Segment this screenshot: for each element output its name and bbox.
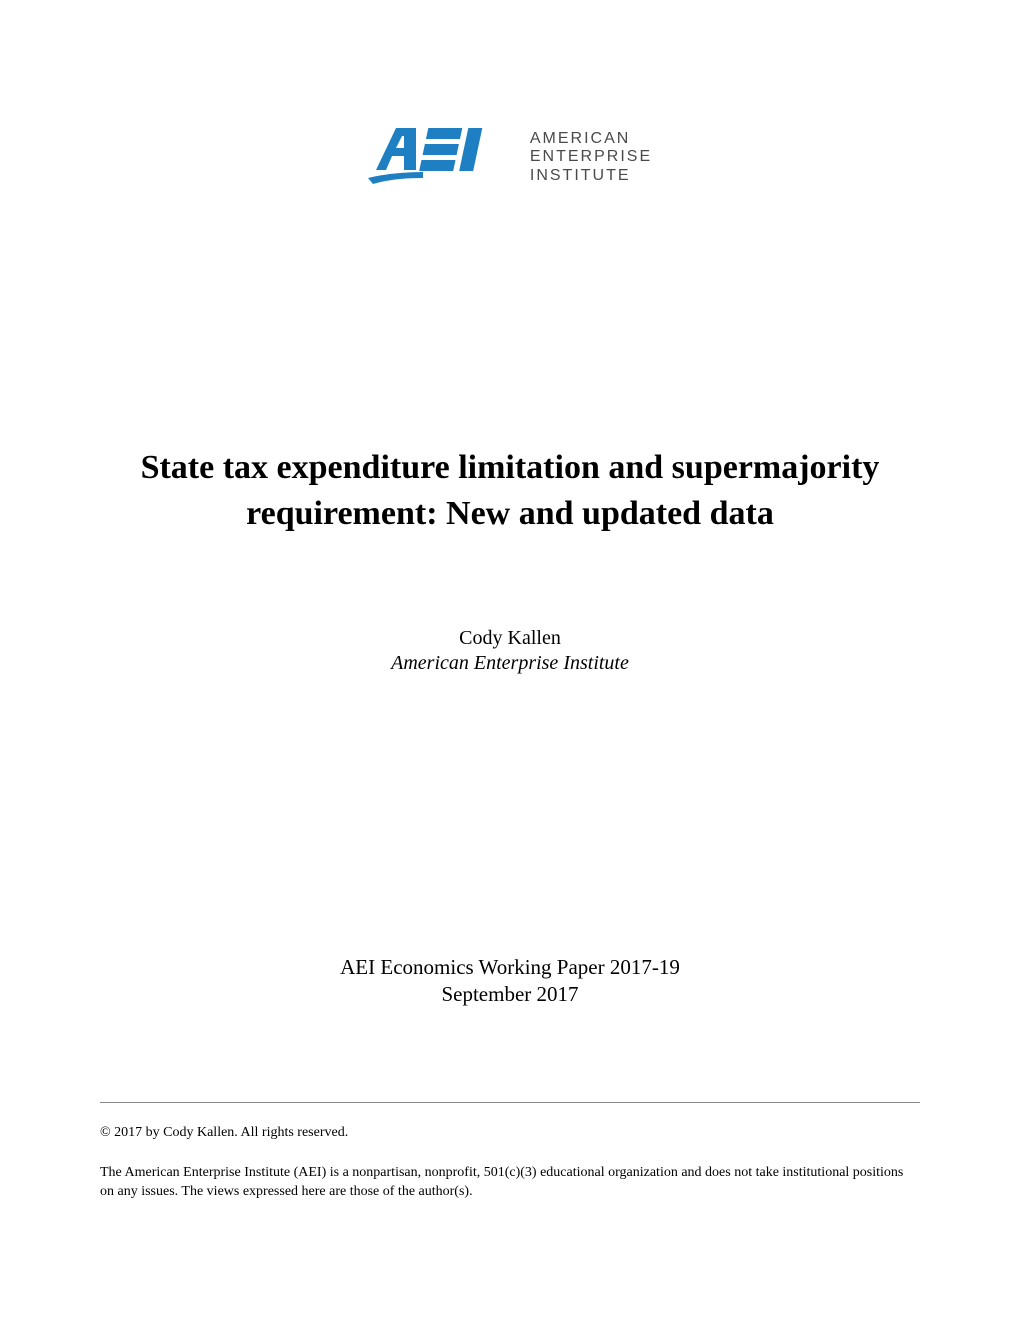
logo-text: AMERICAN ENTERPRISE INSTITUTE	[530, 130, 652, 185]
paper-title: State tax expenditure limitation and sup…	[100, 445, 920, 537]
author-block: Cody Kallen American Enterprise Institut…	[100, 627, 920, 675]
logo-container: AMERICAN ENTERPRISE INSTITUTE	[100, 0, 920, 195]
logo-text-line2: ENTERPRISE	[530, 148, 652, 166]
logo-text-line1: AMERICAN	[530, 130, 652, 148]
logo-text-line3: INSTITUTE	[530, 167, 652, 185]
series-date: September 2017	[100, 982, 920, 1007]
author-affiliation: American Enterprise Institute	[100, 652, 920, 675]
series-block: AEI Economics Working Paper 2017-19 Sept…	[100, 955, 920, 1007]
footer-divider	[100, 1102, 920, 1103]
copyright-notice: © 2017 by Cody Kallen. All rights reserv…	[100, 1125, 920, 1141]
disclaimer-text: The American Enterprise Institute (AEI) …	[100, 1163, 920, 1202]
series-title: AEI Economics Working Paper 2017-19	[100, 955, 920, 980]
aei-logo-mark	[368, 120, 518, 195]
author-name: Cody Kallen	[100, 627, 920, 650]
